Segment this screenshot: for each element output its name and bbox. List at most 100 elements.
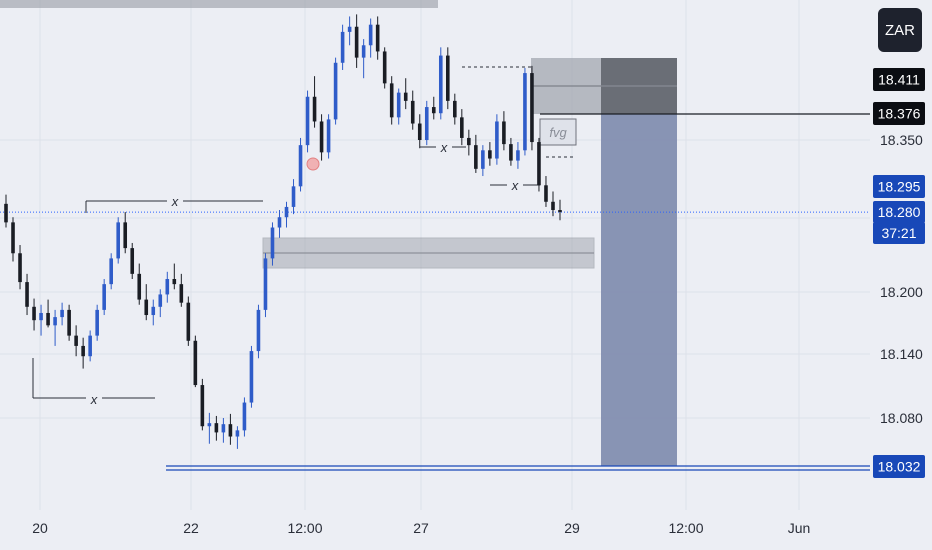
sweep-label: x <box>90 392 98 407</box>
candle-body <box>361 45 366 58</box>
y-axis-tick-label: 18.200 <box>880 284 923 300</box>
candle-body <box>151 306 156 316</box>
candle-body <box>221 424 226 433</box>
candle-body <box>516 150 520 161</box>
candle-body <box>312 96 317 122</box>
price-tag <box>873 222 925 244</box>
candle-body <box>396 92 401 118</box>
fvg-label: fvg <box>549 125 567 140</box>
price-tag <box>873 455 925 478</box>
candle-body <box>53 317 57 326</box>
candle-body <box>453 100 457 118</box>
candle-body <box>502 121 506 145</box>
candle-body <box>347 26 352 32</box>
take-profit-zone <box>601 114 677 466</box>
candle-body <box>375 24 380 52</box>
candle-body <box>488 150 492 159</box>
candle-body <box>424 107 429 140</box>
candle-body <box>11 222 15 254</box>
candle-body <box>39 312 43 321</box>
price-tag <box>873 175 925 198</box>
candle-body <box>116 222 121 259</box>
x-axis-tick-label: 29 <box>564 520 580 536</box>
candle-body <box>431 107 436 114</box>
candle-body <box>530 73 534 143</box>
sweep-label: x <box>511 178 519 193</box>
candle-body <box>382 51 387 84</box>
currency-badge[interactable]: ZAR <box>878 8 922 52</box>
candle-body <box>256 309 261 352</box>
x-axis-tick-label: 12:00 <box>668 520 703 536</box>
candle-body <box>32 306 36 321</box>
sweep-label: x <box>440 140 448 155</box>
x-axis-tick-label: 12:00 <box>287 520 322 536</box>
candle-body <box>474 145 478 169</box>
candle-body <box>249 351 254 403</box>
candle-body <box>81 345 85 357</box>
candle-body <box>137 273 142 300</box>
candle-body <box>67 309 71 336</box>
candle-body <box>481 150 485 169</box>
supply-zone-top <box>0 0 438 8</box>
candle-body <box>179 284 184 303</box>
candle-body <box>193 340 198 386</box>
candle-body <box>284 206 289 218</box>
price-tag-label: 18.295 <box>878 179 921 195</box>
candle-body <box>277 217 282 228</box>
candle-body <box>354 26 359 58</box>
candle-body <box>95 309 99 336</box>
candle-body <box>270 227 275 259</box>
price-tag <box>873 102 925 125</box>
y-axis-tick-label: 18.080 <box>880 410 923 426</box>
fvg-box <box>539 118 577 146</box>
currency-label: ZAR <box>885 21 915 39</box>
price-tag <box>873 68 925 91</box>
x-axis-tick-label: Jun <box>788 520 811 536</box>
x-axis-tick-label: 27 <box>413 520 429 536</box>
candle-body <box>186 302 191 341</box>
candle-body <box>123 222 128 249</box>
candle-body <box>4 203 8 223</box>
price-tag-label: 18.376 <box>878 106 921 122</box>
candle-body <box>200 385 205 427</box>
candle-body <box>207 423 212 427</box>
candle-body <box>417 123 422 140</box>
candle-body <box>389 83 394 118</box>
x-axis-tick-label: 22 <box>183 520 199 536</box>
x-axis-tick-label: 20 <box>32 520 48 536</box>
candle-body <box>25 282 29 307</box>
candle-body <box>46 312 50 326</box>
price-tag-label: 18.411 <box>878 72 920 88</box>
candle-body <box>158 294 163 307</box>
candle-body <box>298 145 303 187</box>
price-tag-label: 18.280 <box>878 204 921 220</box>
candle-body <box>144 299 149 316</box>
y-axis-tick-label: 18.350 <box>880 132 923 148</box>
candle-body <box>340 31 345 63</box>
candle-body <box>438 55 443 114</box>
candle-body <box>228 424 233 437</box>
candle-body <box>368 24 373 46</box>
candle-body <box>544 185 548 202</box>
candle-body <box>60 309 64 318</box>
candle-body <box>403 92 408 101</box>
candle-body <box>291 186 296 207</box>
candle-body <box>242 402 247 431</box>
candle-body <box>263 258 268 310</box>
candle-body <box>495 121 499 159</box>
highlight-marker <box>306 157 320 171</box>
candle-body <box>305 96 310 146</box>
candle-body <box>214 423 219 433</box>
candle-body <box>467 137 471 146</box>
candle-body <box>523 73 527 151</box>
candle-body <box>88 335 92 357</box>
price-tag-label: 37:21 <box>881 225 916 241</box>
candle-body <box>551 201 555 211</box>
candle-body <box>165 279 170 295</box>
candle-body <box>410 100 415 124</box>
candle-body <box>326 119 331 153</box>
price-tag-label: 18.032 <box>878 459 921 475</box>
candle-body <box>537 142 541 186</box>
